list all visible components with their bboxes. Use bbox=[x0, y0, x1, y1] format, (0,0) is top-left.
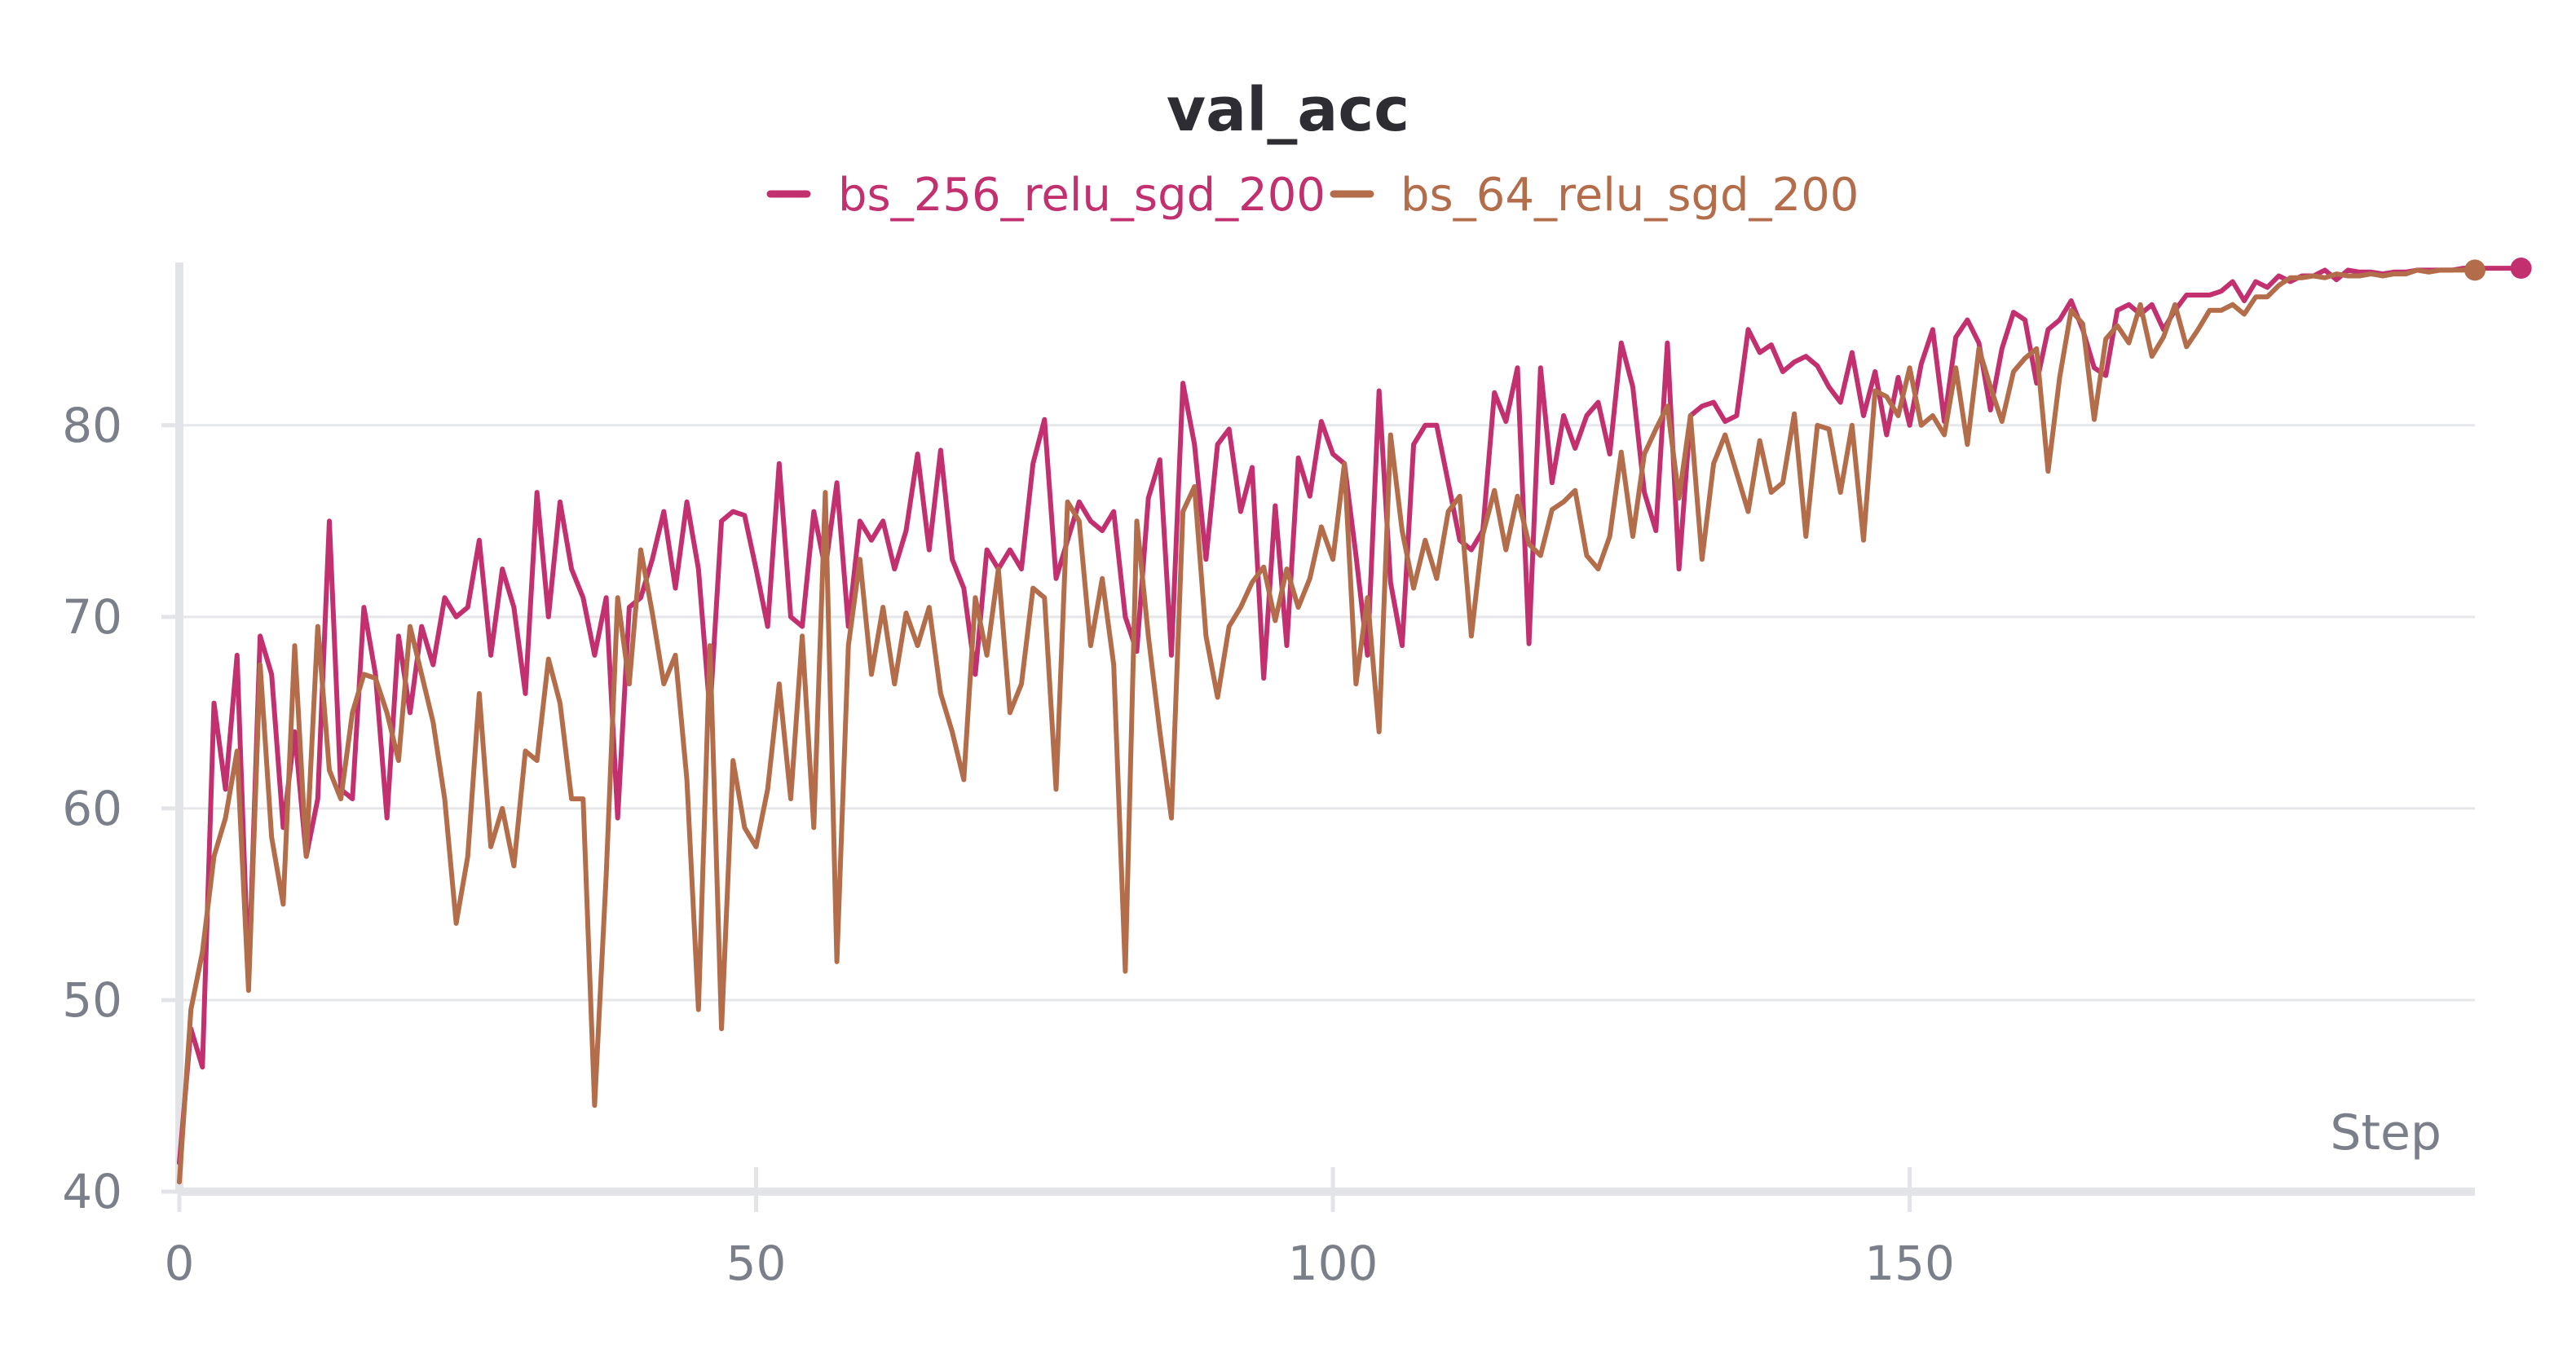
gridlines bbox=[179, 424, 2475, 1002]
x-tick-label: 100 bbox=[1288, 1236, 1378, 1291]
legend-item-series-0[interactable]: bs_256_relu_sgd_200 bbox=[766, 169, 1325, 222]
y-tick-label: 60 bbox=[62, 781, 122, 836]
plot-area[interactable] bbox=[177, 258, 2532, 1185]
y-tick-label: 70 bbox=[62, 589, 122, 645]
x-tick-label: 150 bbox=[1864, 1236, 1955, 1291]
x-axis-title: Step bbox=[2330, 1104, 2441, 1161]
legend-item-series-1[interactable]: bs_64_relu_sgd_200 bbox=[1330, 169, 1859, 222]
y-tick-label: 50 bbox=[62, 972, 122, 1028]
chart-title: val_acc bbox=[1167, 75, 1409, 145]
series-line-bs_256_relu_sgd_200 bbox=[177, 266, 2524, 1166]
y-tick-label: 40 bbox=[62, 1164, 122, 1219]
legend-label-bs-256: bs_256_relu_sgd_200 bbox=[838, 169, 1325, 222]
series-end-marker-bs_64_relu_sgd_200 bbox=[2464, 259, 2486, 281]
x-tick-label: 50 bbox=[726, 1236, 787, 1291]
series-line-bs_64_relu_sgd_200 bbox=[177, 267, 2477, 1185]
x-tick-label: 0 bbox=[165, 1236, 195, 1291]
y-tick-label: 80 bbox=[62, 398, 122, 453]
series-end-marker-bs_256_relu_sgd_200 bbox=[2510, 258, 2532, 280]
axes: 40 50 60 70 80 0 50 100 150 bbox=[62, 262, 2475, 1291]
legend-label-bs-64: bs_64_relu_sgd_200 bbox=[1400, 169, 1859, 222]
legend: bs_256_relu_sgd_200 bs_64_relu_sgd_200 bbox=[766, 169, 1859, 222]
